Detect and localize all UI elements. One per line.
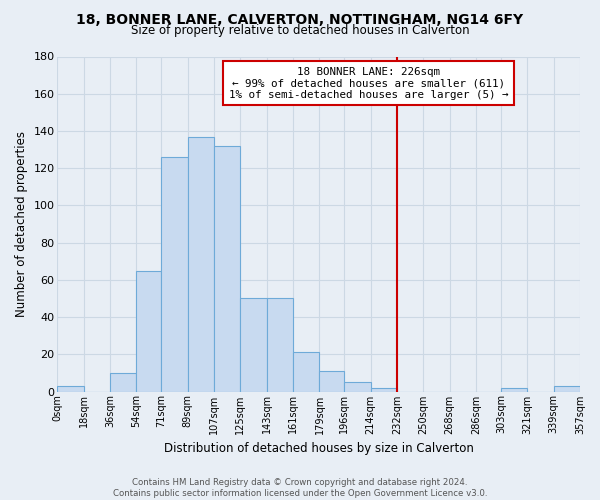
Text: Contains HM Land Registry data © Crown copyright and database right 2024.
Contai: Contains HM Land Registry data © Crown c… (113, 478, 487, 498)
Bar (58, 386, 84, 392)
Bar (136, 270, 161, 392)
Text: 18 BONNER LANE: 226sqm
← 99% of detached houses are smaller (611)
1% of semi-det: 18 BONNER LANE: 226sqm ← 99% of detached… (229, 66, 508, 100)
Y-axis label: Number of detached properties: Number of detached properties (15, 131, 28, 317)
Bar (344, 382, 371, 392)
Bar (214, 146, 241, 392)
Text: Size of property relative to detached houses in Calverton: Size of property relative to detached ho… (131, 24, 469, 37)
Bar (501, 388, 527, 392)
X-axis label: Distribution of detached houses by size in Calverton: Distribution of detached houses by size … (164, 442, 473, 455)
Bar (110, 373, 136, 392)
Text: 18, BONNER LANE, CALVERTON, NOTTINGHAM, NG14 6FY: 18, BONNER LANE, CALVERTON, NOTTINGHAM, … (76, 12, 524, 26)
Bar (319, 371, 344, 392)
Bar (554, 386, 580, 392)
Bar (241, 298, 267, 392)
Bar (267, 298, 293, 392)
Bar (161, 157, 188, 392)
Bar (371, 388, 397, 392)
Bar (188, 136, 214, 392)
Bar (293, 352, 319, 392)
